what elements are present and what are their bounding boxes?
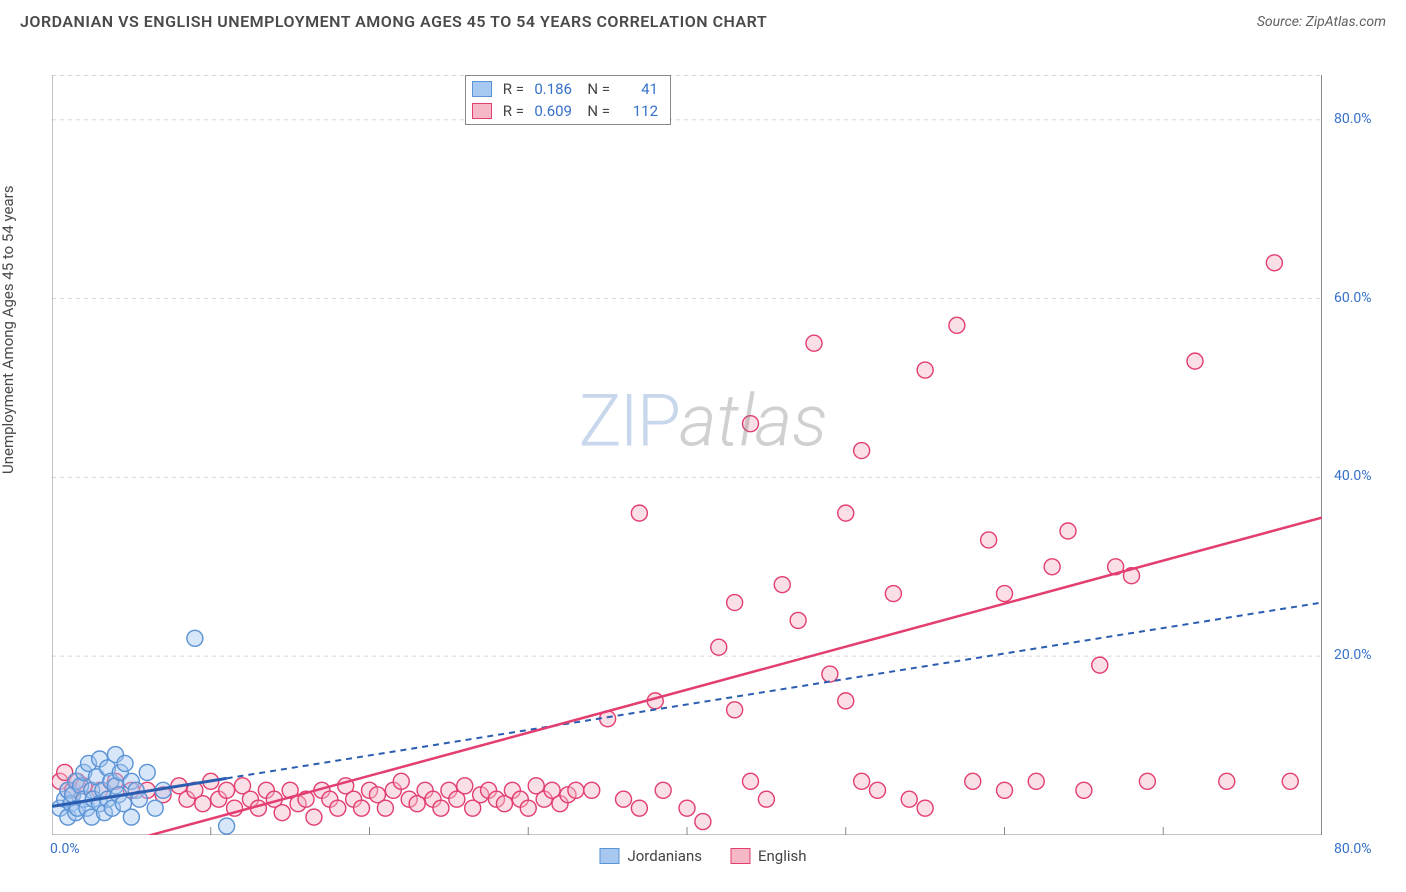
chart-area: Unemployment Among Ages 45 to 54 years Z…	[0, 35, 1406, 875]
chart-title: JORDANIAN VS ENGLISH UNEMPLOYMENT AMONG …	[20, 12, 767, 31]
series-legend: Jordanians English	[599, 847, 806, 865]
legend-label: English	[758, 847, 807, 865]
scatter-plot	[52, 75, 1322, 835]
swatch-jordanians	[599, 848, 619, 864]
y-axis-label: Unemployment Among Ages 45 to 54 years	[0, 186, 17, 474]
correlation-stats-box: R =0.186 N =41 R =0.609 N =112	[465, 75, 671, 125]
y-tick-label: 40.0%	[1334, 468, 1372, 484]
stats-row-english: R =0.609 N =112	[472, 100, 664, 122]
source-attribution: Source: ZipAtlas.com	[1257, 14, 1386, 30]
stats-row-jordanians: R =0.186 N =41	[472, 78, 664, 100]
swatch-english	[730, 848, 750, 864]
x-axis-min-label: 0.0%	[50, 841, 80, 857]
legend-item-english: English	[730, 847, 807, 865]
legend-label: Jordanians	[627, 847, 702, 865]
y-tick-label: 20.0%	[1334, 647, 1372, 663]
y-tick-label: 80.0%	[1334, 111, 1372, 127]
swatch-jordanians	[472, 81, 492, 97]
y-tick-label: 60.0%	[1334, 290, 1372, 306]
swatch-english	[472, 103, 492, 119]
legend-item-jordanians: Jordanians	[599, 847, 702, 865]
x-axis-max-label: 80.0%	[1334, 841, 1372, 857]
